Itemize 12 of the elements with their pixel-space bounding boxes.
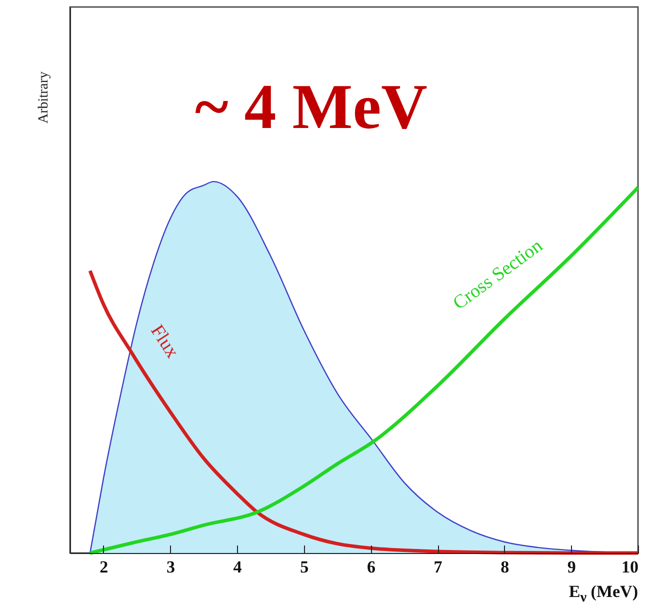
x-axis-title: E$_{ν}$ (MeV) — [568, 582, 638, 606]
x-tick-label: 2 — [100, 558, 108, 576]
text: ~ 4 MeV — [195, 70, 428, 144]
y-axis-title: Arbitrary — [36, 71, 52, 124]
x-tick-label: 7 — [434, 558, 443, 576]
x-tick-label: 6 — [366, 558, 376, 576]
x-tick-label: 3 — [166, 558, 175, 576]
x-tick-label: 10 — [622, 558, 638, 576]
x-tick-label: 8 — [500, 558, 510, 576]
x-tick-label: 9 — [567, 558, 576, 576]
x-tick-label: 5 — [300, 558, 309, 576]
x-tick-label: 4 — [233, 558, 242, 576]
